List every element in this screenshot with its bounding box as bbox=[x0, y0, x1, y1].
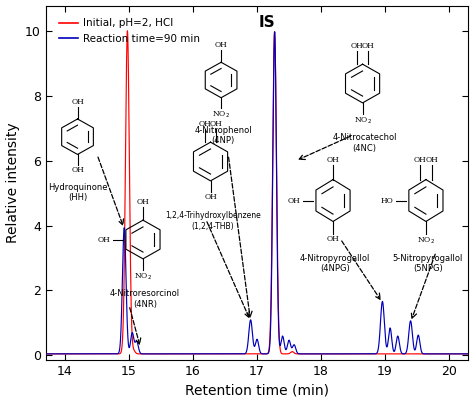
Text: 4-Nitropyrogallol
(4NPG): 4-Nitropyrogallol (4NPG) bbox=[300, 253, 370, 273]
Text: 4-Nitrocatechol
(4NC): 4-Nitrocatechol (4NC) bbox=[332, 133, 397, 153]
Text: 4-Nitrophenol
(4NP): 4-Nitrophenol (4NP) bbox=[194, 126, 252, 145]
Text: 1,2,4-Trihydroxylbenzene
(1,2,4-THB): 1,2,4-Trihydroxylbenzene (1,2,4-THB) bbox=[165, 211, 261, 231]
Y-axis label: Relative intensity: Relative intensity bbox=[6, 123, 19, 243]
X-axis label: Retention time (min): Retention time (min) bbox=[185, 383, 329, 397]
Text: IS: IS bbox=[258, 15, 275, 30]
Text: Hydroquinone
(HH): Hydroquinone (HH) bbox=[48, 183, 107, 202]
Text: 5-Nitropyrogallol
(5NPG): 5-Nitropyrogallol (5NPG) bbox=[393, 253, 463, 273]
Legend: Initial, pH=2, HCl, Reaction time=90 min: Initial, pH=2, HCl, Reaction time=90 min bbox=[55, 15, 205, 48]
Text: 4-Nitroresorcinol
(4NR): 4-Nitroresorcinol (4NR) bbox=[110, 289, 180, 309]
